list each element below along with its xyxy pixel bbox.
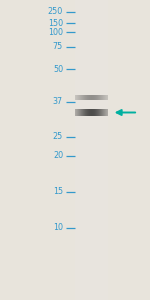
Text: 15: 15 — [53, 188, 63, 196]
Text: 20: 20 — [53, 152, 63, 160]
Text: 50: 50 — [53, 64, 63, 74]
Text: 100: 100 — [48, 28, 63, 37]
Text: 10: 10 — [53, 224, 63, 232]
Text: 37: 37 — [53, 98, 63, 106]
Bar — [75, 0, 108, 300]
Text: 150: 150 — [48, 19, 63, 28]
Text: 75: 75 — [53, 42, 63, 51]
Text: 25: 25 — [53, 132, 63, 141]
Text: 250: 250 — [48, 8, 63, 16]
